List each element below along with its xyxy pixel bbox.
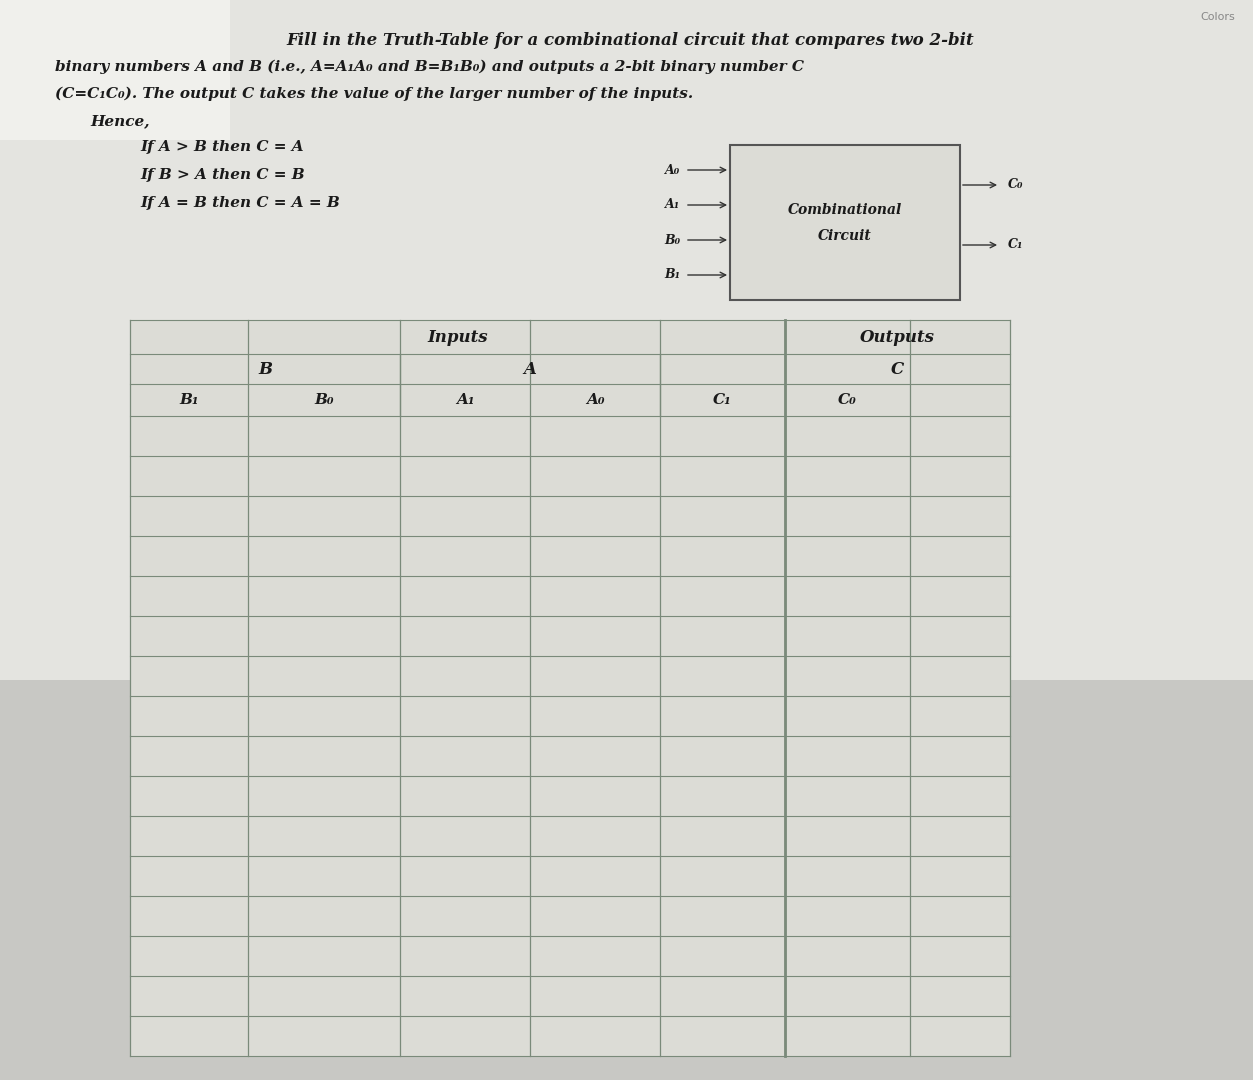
Bar	[0, 0, 231, 140]
Bar	[0, 0, 1253, 680]
Text: B₁: B₁	[179, 393, 199, 407]
Text: Inputs: Inputs	[427, 328, 487, 346]
Text: Colors: Colors	[1200, 12, 1235, 22]
Bar	[130, 320, 1010, 1056]
Text: A₀: A₀	[585, 393, 604, 407]
Text: B₀: B₀	[315, 393, 333, 407]
Text: If A > B then C = A: If A > B then C = A	[140, 140, 303, 154]
Bar	[730, 145, 960, 300]
Text: If A = B then C = A = B: If A = B then C = A = B	[140, 195, 340, 210]
Text: Outputs: Outputs	[860, 328, 935, 346]
Text: C₀: C₀	[1007, 178, 1024, 191]
Text: Fill in the Truth-Table for a combinational circuit that compares two 2-bit: Fill in the Truth-Table for a combinatio…	[286, 32, 974, 49]
Text: C₁: C₁	[1007, 239, 1024, 252]
Text: B₀: B₀	[664, 233, 680, 246]
Text: A₁: A₁	[665, 199, 680, 212]
Text: B₁: B₁	[664, 269, 680, 282]
Text: (C=C₁C₀). The output C takes the value of the larger number of the inputs.: (C=C₁C₀). The output C takes the value o…	[55, 87, 693, 102]
Text: A: A	[524, 361, 536, 378]
Text: Combinational: Combinational	[788, 203, 902, 217]
Text: C₁: C₁	[713, 393, 732, 407]
Text: B: B	[258, 361, 272, 378]
Text: Hence,: Hence,	[90, 114, 149, 129]
Text: Circuit: Circuit	[818, 230, 872, 243]
Text: A₁: A₁	[456, 393, 474, 407]
Text: binary numbers A and B (i.e., A=A₁A₀ and B=B₁B₀) and outputs a 2-bit binary numb: binary numbers A and B (i.e., A=A₁A₀ and…	[55, 60, 804, 75]
Text: If B > A then C = B: If B > A then C = B	[140, 168, 304, 183]
Text: C: C	[891, 361, 905, 378]
Text: C₀: C₀	[838, 393, 857, 407]
Text: A₀: A₀	[665, 163, 680, 176]
